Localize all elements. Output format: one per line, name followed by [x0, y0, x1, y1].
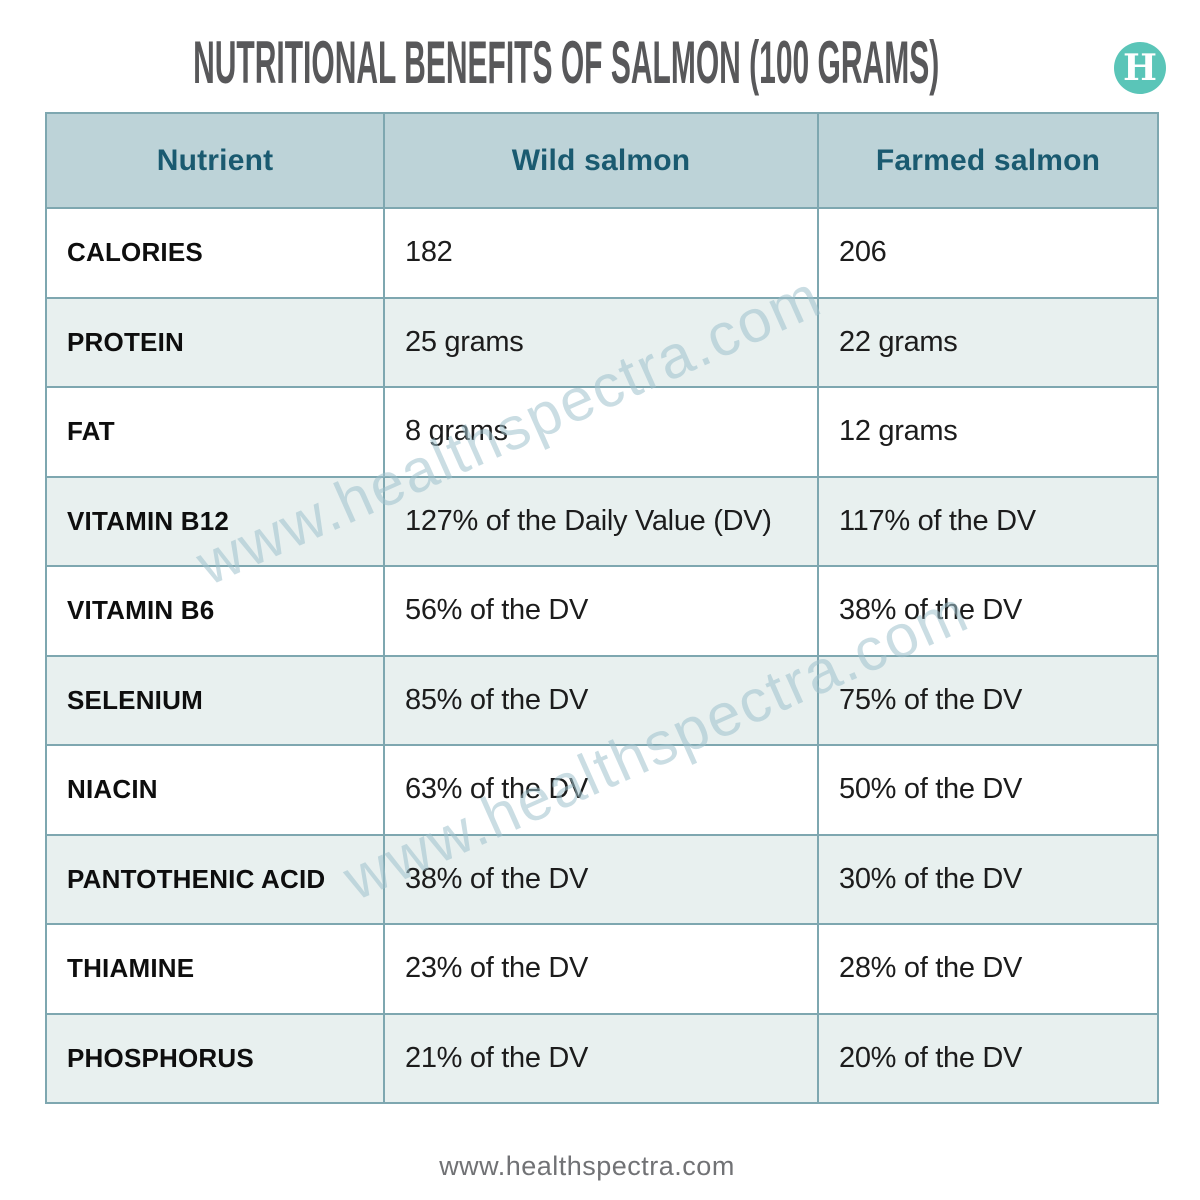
- nutrient-name-cell: PANTOTHENIC ACID: [45, 833, 385, 925]
- column-header-wild-salmon: Wild salmon: [383, 112, 819, 209]
- table-row: THIAMINE 23% of the DV 28% of the DV: [45, 923, 1159, 1015]
- wild-salmon-value-cell: 182: [383, 207, 819, 299]
- wild-salmon-value-cell: 127% of the Daily Value (DV): [383, 475, 819, 567]
- table-row: CALORIES 182 206: [45, 207, 1159, 299]
- page-title: NUTRITIONAL BENEFITS OF SALMON (100 GRAM…: [0, 30, 1132, 96]
- nutrient-name-cell: FAT: [45, 386, 385, 478]
- table-header: Nutrient Wild salmon Farmed salmon: [45, 112, 1159, 209]
- nutrient-name-cell: NIACIN: [45, 744, 385, 836]
- farmed-salmon-value-cell: 206: [817, 207, 1159, 299]
- nutrient-name-cell: VITAMIN B12: [45, 475, 385, 567]
- farmed-salmon-value-cell: 28% of the DV: [817, 923, 1159, 1015]
- healthspectra-logo: H: [1114, 42, 1166, 94]
- wild-salmon-value-cell: 38% of the DV: [383, 833, 819, 925]
- footer-url: www.healthspectra.com: [439, 1151, 735, 1181]
- column-header-nutrient: Nutrient: [45, 112, 385, 209]
- nutrient-name-cell: PHOSPHORUS: [45, 1012, 385, 1104]
- farmed-salmon-value-cell: 20% of the DV: [817, 1012, 1159, 1104]
- wild-salmon-value-cell: 85% of the DV: [383, 654, 819, 746]
- farmed-salmon-value-cell: 12 grams: [817, 386, 1159, 478]
- table-row: FAT 8 grams 12 grams: [45, 386, 1159, 478]
- nutrition-table: Nutrient Wild salmon Farmed salmon CALOR…: [45, 112, 1159, 1104]
- nutrient-name-cell: THIAMINE: [45, 923, 385, 1015]
- table-header-row: Nutrient Wild salmon Farmed salmon: [45, 112, 1159, 209]
- table-row: PANTOTHENIC ACID 38% of the DV 30% of the …: [45, 833, 1159, 925]
- nutrient-name-cell: SELENIUM: [45, 654, 385, 746]
- farmed-salmon-value-cell: 38% of the DV: [817, 565, 1159, 657]
- nutrient-name-cell: CALORIES: [45, 207, 385, 299]
- table-row: NIACIN 63% of the DV 50% of the DV: [45, 744, 1159, 836]
- farmed-salmon-value-cell: 117% of the DV: [817, 475, 1159, 567]
- nutrient-name-cell: VITAMIN B6: [45, 565, 385, 657]
- logo-h-letter: H: [1122, 47, 1157, 89]
- wild-salmon-value-cell: 8 grams: [383, 386, 819, 478]
- nutrient-name-cell: PROTEIN: [45, 296, 385, 388]
- farmed-salmon-value-cell: 22 grams: [817, 296, 1159, 388]
- wild-salmon-value-cell: 21% of the DV: [383, 1012, 819, 1104]
- table-row: SELENIUM 85% of the DV 75% of the DV: [45, 654, 1159, 746]
- table-row: VITAMIN B12 127% of the Daily Value (DV) 1…: [45, 475, 1159, 567]
- page-title-text: NUTRITIONAL BENEFITS OF SALMON (100 GRAM…: [192, 29, 940, 96]
- table-row: PROTEIN 25 grams 22 grams: [45, 296, 1159, 388]
- farmed-salmon-value-cell: 50% of the DV: [817, 744, 1159, 836]
- column-header-farmed-salmon: Farmed salmon: [817, 112, 1159, 209]
- farmed-salmon-value-cell: 30% of the DV: [817, 833, 1159, 925]
- wild-salmon-value-cell: 63% of the DV: [383, 744, 819, 836]
- farmed-salmon-value-cell: 75% of the DV: [817, 654, 1159, 746]
- wild-salmon-value-cell: 23% of the DV: [383, 923, 819, 1015]
- wild-salmon-value-cell: 25 grams: [383, 296, 819, 388]
- table-body: CALORIES 182 206 PROTEIN 25 grams 22 grams FAT…: [45, 207, 1159, 1104]
- table-row: PHOSPHORUS 21% of the DV 20% of the DV: [45, 1012, 1159, 1104]
- wild-salmon-value-cell: 56% of the DV: [383, 565, 819, 657]
- table-row: VITAMIN B6 56% of the DV 38% of the DV: [45, 565, 1159, 657]
